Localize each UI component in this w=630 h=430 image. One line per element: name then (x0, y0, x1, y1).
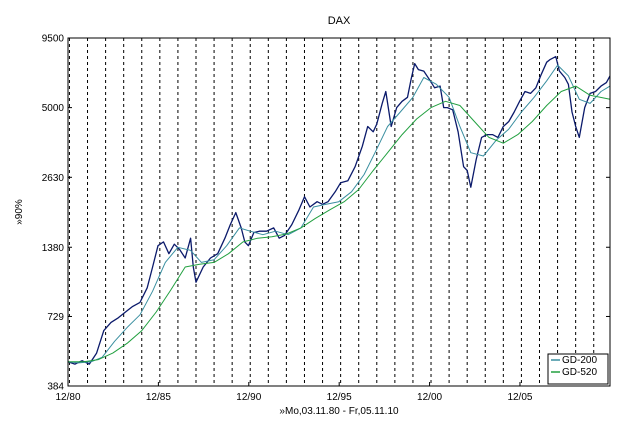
series-line-dax (67, 55, 611, 365)
x-tick-label: 12/95 (327, 392, 352, 403)
axes: 384 729 1380 2630 5000 9500 12/80 12/85 12/90 12/… (42, 34, 610, 403)
legend-label: GD-520 (562, 367, 597, 378)
y-tick-label: 2630 (42, 173, 65, 184)
plot-frame (67, 37, 611, 387)
y-tick-label: 729 (47, 312, 64, 323)
x-tick-label: 12/90 (236, 392, 261, 403)
y-tick-label: 384 (47, 382, 64, 393)
y-tick-label: 9500 (42, 34, 65, 45)
x-tick-label: 12/05 (507, 392, 532, 403)
chart-title: DAX (328, 15, 351, 27)
x-tick-label: 12/80 (55, 392, 80, 403)
x-axis-label: »Mo,03.11.80 - Fr,05.11.10 (279, 406, 399, 417)
x-tick-label: 12/00 (417, 392, 442, 403)
x-tick-label: 12/85 (146, 392, 171, 403)
y-tick-label: 5000 (42, 103, 65, 114)
series-layer (67, 55, 611, 365)
legend-box (547, 353, 609, 385)
y-axis-label: »90% (14, 199, 25, 225)
vertical-gridlines (68, 38, 595, 386)
series-line-gd-520 (68, 85, 611, 363)
legend-label: GD-200 (562, 355, 597, 366)
series-line-gd-200 (67, 64, 611, 364)
y-tick-label: 1380 (42, 243, 65, 254)
